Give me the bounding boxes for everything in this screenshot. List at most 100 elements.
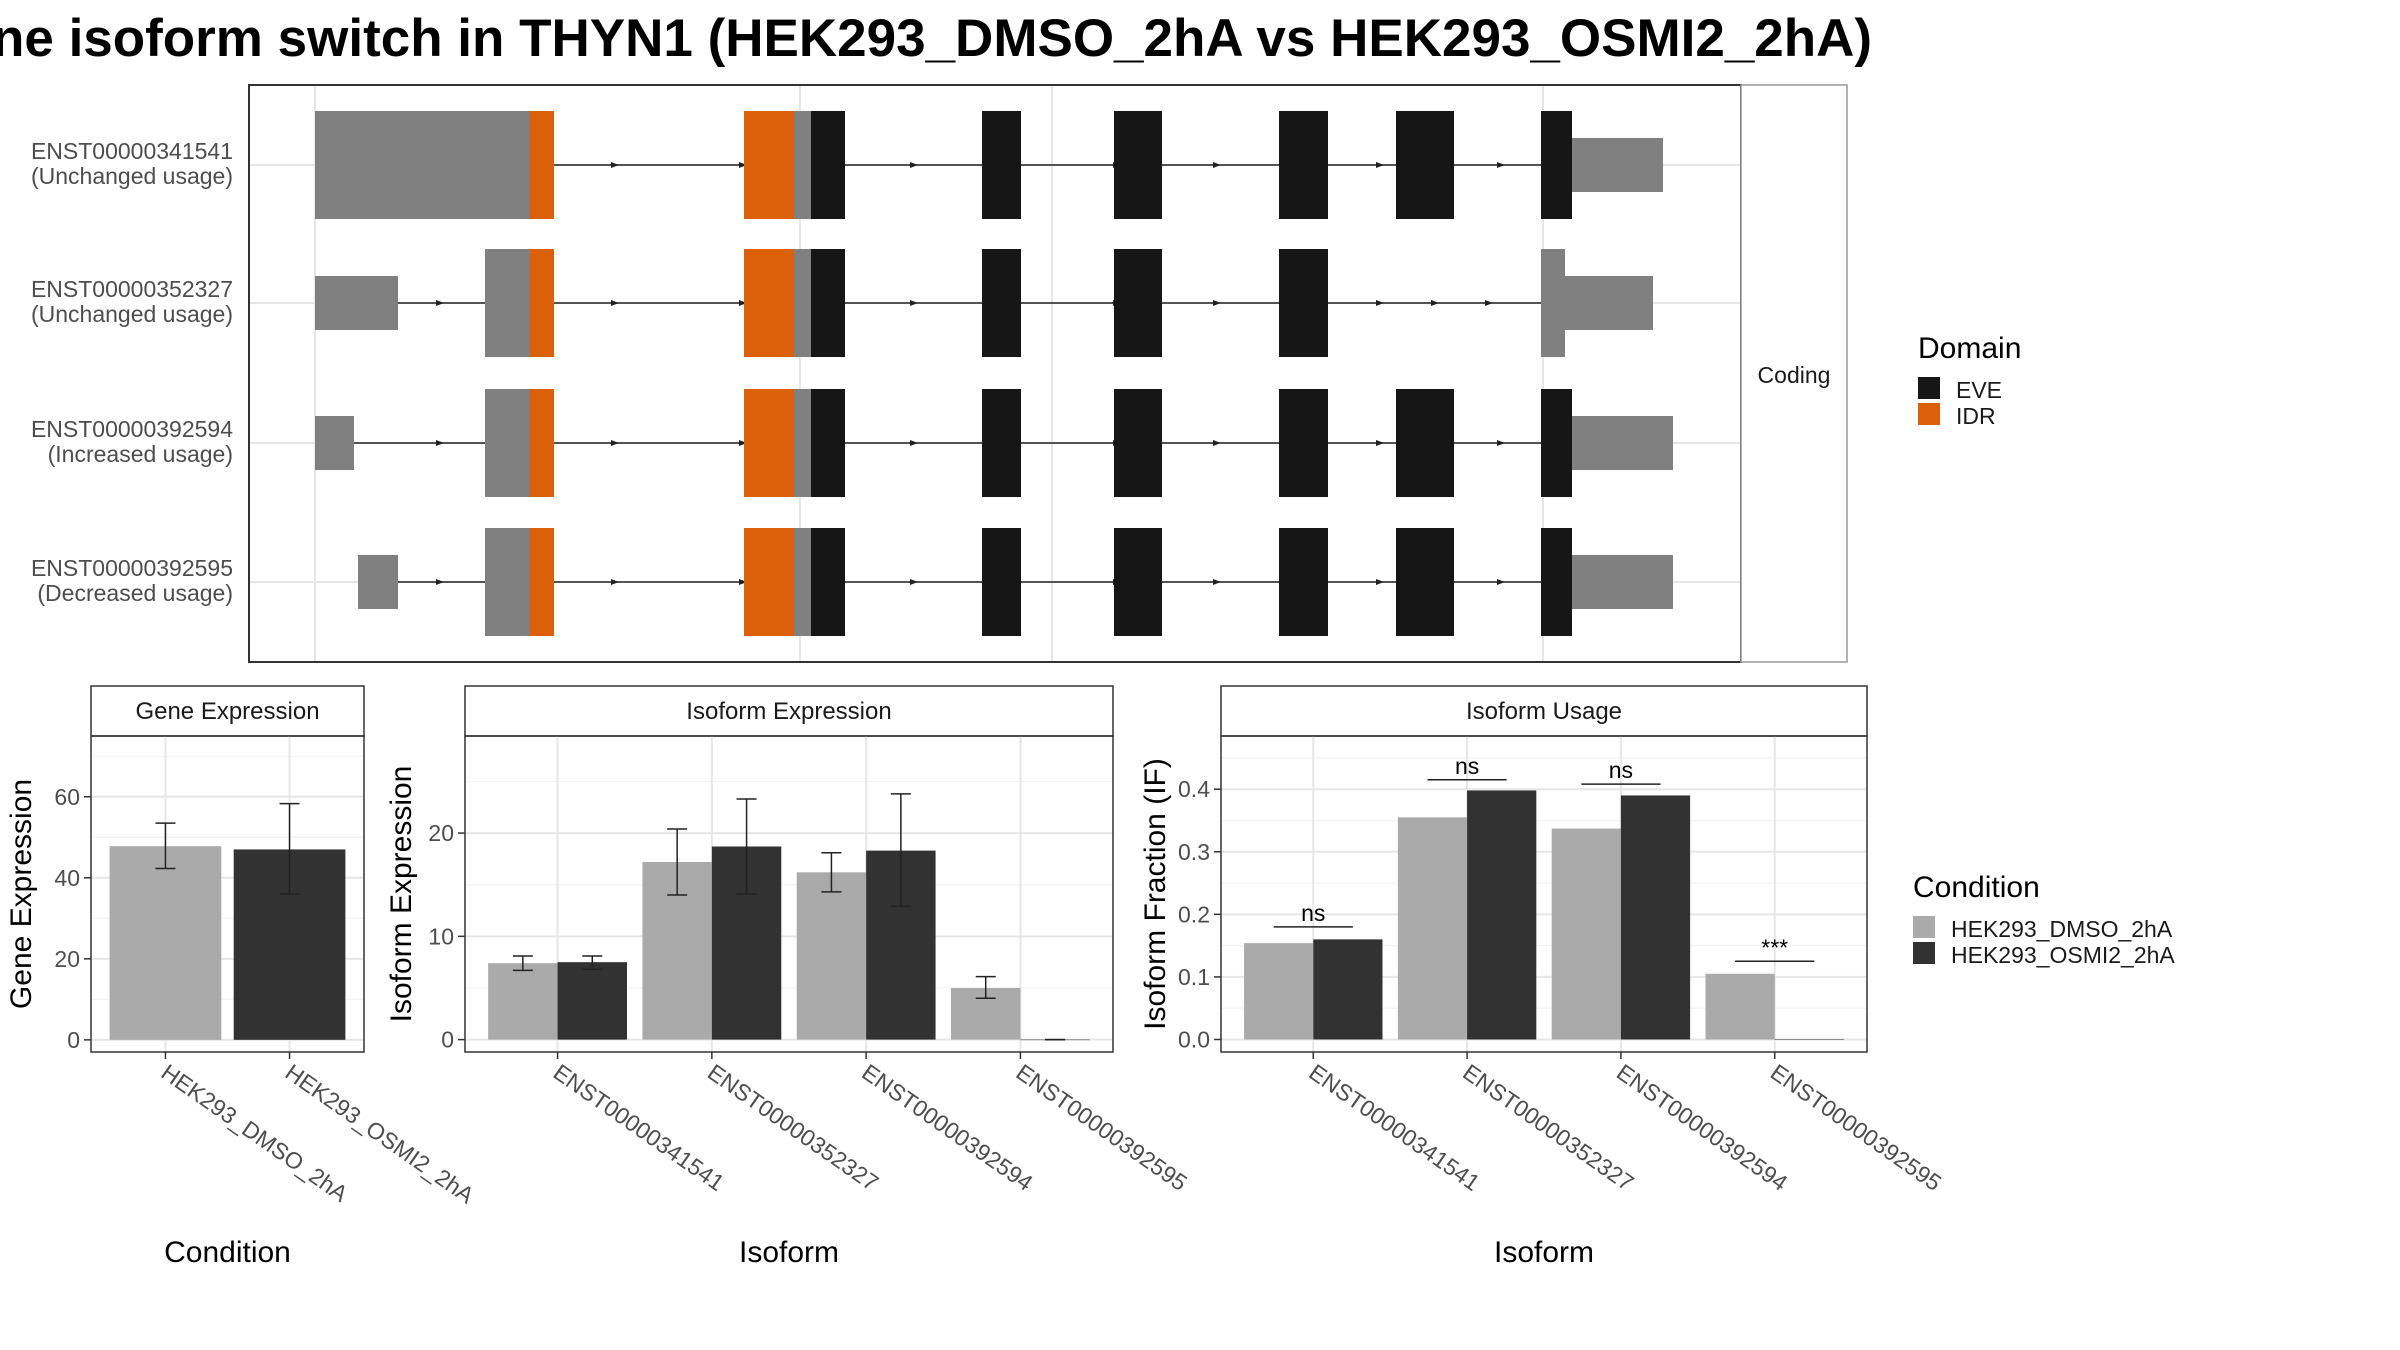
x-axis-title: Isoform	[739, 1236, 839, 1269]
bar	[1397, 817, 1468, 1040]
intron-arrow	[910, 300, 918, 306]
y-axis-title: Isoform Expression	[385, 766, 418, 1023]
eve-domain-exon	[1279, 249, 1328, 357]
panel-border	[1220, 735, 1868, 1053]
coding-strip	[1740, 84, 1848, 663]
eve-domain-exon	[982, 111, 1021, 219]
intron-arrow	[1376, 579, 1384, 585]
transcript-track	[315, 389, 1673, 497]
legend-label-eve: EVE	[1956, 377, 2002, 403]
terminal-exon	[1541, 389, 1572, 497]
panel-title: Isoform Expression	[686, 698, 891, 725]
intron-arrow	[611, 300, 619, 306]
x-tick-label: ENST00000392595	[1012, 1059, 1192, 1196]
domain-legend-title: Domain	[1918, 332, 2021, 365]
eve-domain-exon	[1114, 111, 1162, 219]
legend-key-dmso	[1913, 916, 1935, 938]
intron-arrow	[611, 162, 619, 168]
intron-arrow	[1213, 440, 1221, 446]
x-tick-label: ENST00000352327	[703, 1059, 883, 1196]
intron-arrow	[739, 579, 747, 585]
y-tick-label: 10	[428, 923, 454, 949]
significance-label: ns	[1609, 757, 1633, 783]
bar	[796, 872, 867, 1040]
y-tick-label: 60	[54, 784, 80, 810]
y-tick-label: 0.3	[1178, 839, 1210, 865]
x-axis-title: Isoform	[1494, 1236, 1594, 1269]
utr-exon	[1572, 555, 1673, 609]
noncoding-cds	[794, 249, 811, 357]
transcript-id-label: ENST00000352327	[31, 276, 233, 302]
eve-domain-exon	[1396, 389, 1454, 497]
intron-arrow	[1213, 300, 1221, 306]
y-tick-label: 20	[428, 820, 454, 846]
intron-arrow	[611, 579, 619, 585]
eve-domain-exon	[982, 389, 1021, 497]
utr-exon	[1572, 138, 1663, 192]
intron-arrow	[910, 162, 918, 168]
intron-arrow	[739, 300, 747, 306]
intron-arrow	[611, 440, 619, 446]
transcript-id-label: ENST00000341541	[31, 138, 233, 164]
eve-domain-exon	[1279, 528, 1328, 636]
transcript-id-label: ENST00000392595	[31, 555, 233, 581]
intron-arrow	[739, 440, 747, 446]
intron-arrow	[1213, 162, 1221, 168]
legend-label-osmi: HEK293_OSMI2_2hA	[1951, 942, 2175, 968]
significance-label: ns	[1455, 753, 1479, 779]
idr-domain-exon	[744, 249, 794, 357]
bar	[1705, 973, 1775, 1040]
x-tick-label: ENST00000392594	[857, 1059, 1038, 1196]
panel-border	[90, 735, 365, 1053]
x-tick-label: ENST00000341541	[549, 1059, 729, 1196]
eve-domain-exon	[811, 528, 845, 636]
coding-strip-label: Coding	[1758, 362, 1831, 388]
bar-chart-panels: Gene Expression0204060HEK293_DMSO_2hAHEK…	[5, 685, 1946, 1269]
y-tick-label: 0.2	[1178, 901, 1210, 927]
eve-domain-exon	[982, 528, 1021, 636]
terminal-exon	[1541, 528, 1572, 636]
intron-arrow	[739, 162, 747, 168]
idr-domain-exon	[530, 249, 554, 357]
noncoding-cds	[794, 528, 811, 636]
idr-domain-exon	[744, 528, 794, 636]
transcript-track	[315, 111, 1663, 219]
y-tick-label: 20	[54, 946, 80, 972]
intron-arrow	[1497, 579, 1505, 585]
legend-key-osmi	[1913, 942, 1935, 964]
chart-panel: Isoform Expression01020ENST00000341541EN…	[385, 685, 1192, 1269]
legend-label-dmso: HEK293_DMSO_2hA	[1951, 916, 2173, 942]
y-axis-title: Isoform Fraction (IF)	[1139, 758, 1172, 1030]
eve-domain-exon	[811, 111, 845, 219]
transcript-usage-label: (Unchanged usage)	[31, 163, 233, 189]
idr-domain-exon	[744, 389, 794, 497]
panel-strip	[90, 685, 365, 737]
noncoding-cds	[315, 111, 515, 219]
idr-domain-exon	[530, 111, 554, 219]
intron-arrow	[1376, 440, 1384, 446]
eve-domain-exon	[1114, 389, 1162, 497]
eve-domain-exon	[811, 389, 845, 497]
panel-title: Gene Expression	[135, 698, 319, 725]
transcript-structure-panel: Coding ENST00000341541(Unchanged usage)E…	[31, 84, 1848, 663]
y-tick-label: 0.1	[1178, 964, 1210, 990]
bar	[109, 846, 222, 1040]
transcript-labels: ENST00000341541(Unchanged usage) ENST0000…	[31, 138, 233, 606]
intron-arrow	[436, 579, 444, 585]
domain-legend: Domain EVE IDR	[1918, 332, 2021, 429]
eve-domain-exon	[1396, 111, 1454, 219]
panel-border	[464, 735, 1114, 1053]
eve-domain-exon	[982, 249, 1021, 357]
panel-strip	[1220, 685, 1868, 737]
transcript-tracks	[315, 111, 1673, 636]
terminal-exon	[1541, 249, 1565, 357]
legend-key-eve	[1918, 377, 1940, 399]
noncoding-cds	[515, 389, 530, 497]
intron-arrow	[910, 579, 918, 585]
x-tick-label: ENST00000392595	[1766, 1059, 1946, 1196]
panel-strip	[464, 685, 1114, 737]
x-axis-title: Condition	[164, 1236, 291, 1269]
noncoding-cds	[515, 528, 530, 636]
y-tick-label: 0	[441, 1027, 454, 1053]
